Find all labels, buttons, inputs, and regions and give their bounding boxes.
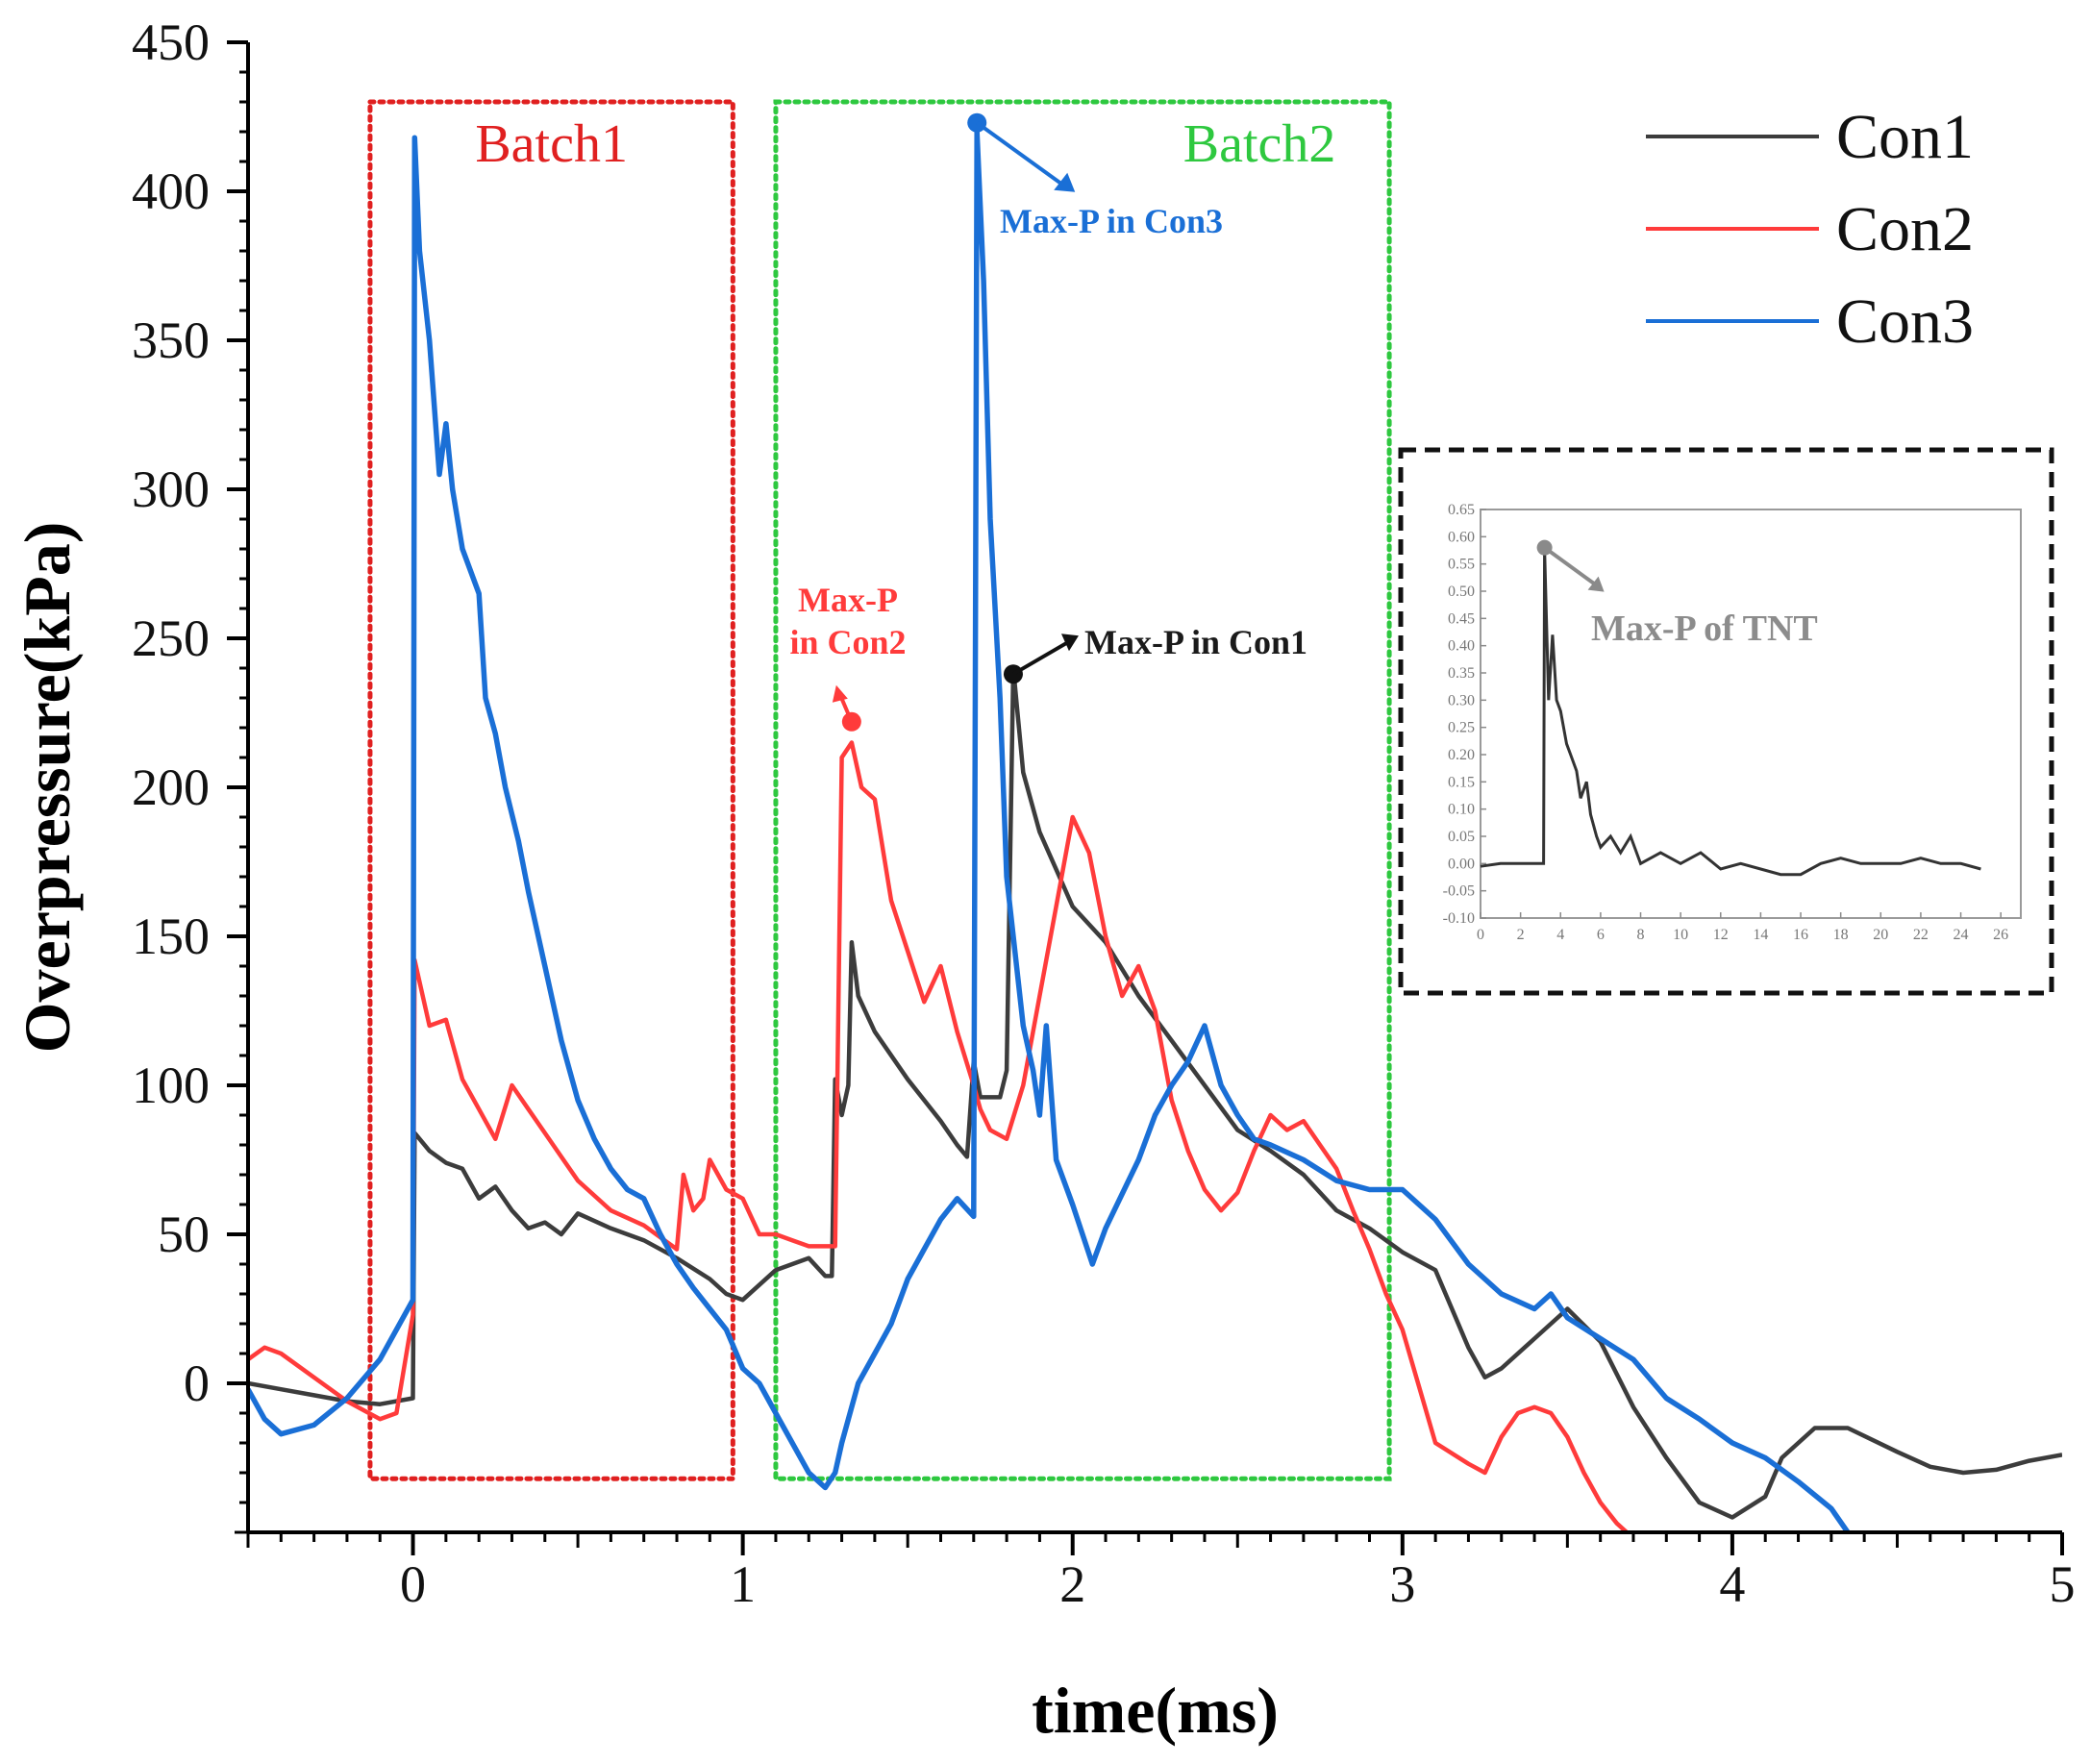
max-label-con3: Max-P in Con3 [1000, 202, 1223, 240]
inset-x-tick-label: 26 [1993, 927, 2008, 943]
inset-x-tick-label: 22 [1913, 927, 1929, 943]
y-tick-label: 150 [132, 907, 210, 965]
y-tick-label: 450 [132, 13, 210, 71]
inset-x-tick-label: 16 [1793, 927, 1808, 943]
series-line-con1 [248, 665, 2062, 1520]
inset-y-tick-label: 0.40 [1448, 638, 1475, 655]
inset-max-arrowhead [1587, 576, 1605, 592]
max-arrow-con3 [976, 121, 1065, 187]
axes: 0 1 2 3 4 5050100150200250300350400450time(ms… [11, 13, 2076, 1747]
inset-x-tick-label: 0 [1477, 927, 1484, 943]
inset-plot-frame [1480, 509, 2022, 919]
y-tick-label: 50 [158, 1205, 210, 1263]
x-tick-label: 3 [1389, 1555, 1415, 1613]
x-tick-label: 1 [730, 1555, 756, 1613]
inset-y-tick-label: 0.05 [1448, 829, 1475, 845]
y-axis-title: Overpressure(kPa) [11, 522, 84, 1054]
legend-label-con3: Con3 [1836, 286, 1974, 357]
series-line-con2 [248, 740, 1629, 1532]
batch-box-2 [773, 99, 1392, 1481]
max-label-con2-line1: Max-P [798, 581, 898, 619]
x-axis-title: time(ms) [1032, 1674, 1279, 1747]
inset-x-tick-label: 8 [1637, 927, 1645, 943]
inset-y-tick-label: 0.20 [1448, 747, 1475, 763]
series-line-con3 [248, 129, 1851, 1532]
inset-y-tick-label: 0.45 [1448, 610, 1475, 627]
inset-x-tick-label: 4 [1556, 927, 1564, 943]
inset-y-tick-label: 0.15 [1448, 774, 1475, 790]
inset-dashed-frame [1398, 447, 2054, 996]
inset-x-tick-label: 12 [1713, 927, 1729, 943]
batch-box-1 [367, 99, 735, 1481]
max-arrowhead-con2 [832, 684, 848, 703]
inset-y-tick-label: 0.65 [1448, 502, 1475, 518]
max-arrow-con1 [1011, 641, 1067, 676]
x-tick-label: 2 [1059, 1555, 1085, 1613]
y-tick-label: 350 [132, 311, 210, 369]
inset-max-arrow-line [1543, 546, 1599, 588]
y-tick-label: 400 [132, 162, 210, 220]
max-label-con1: Max-P in Con1 [1084, 623, 1307, 661]
tnt-inset: 0 2 4 6 8 10 12 14 16 18 20 22 24 26-0.10-0.050.000.0… [1398, 447, 2054, 996]
inset-x-tick-label: 20 [1873, 927, 1888, 943]
inset-y-tick-label: 0.25 [1448, 720, 1475, 736]
legend-label-con2: Con2 [1836, 194, 1974, 264]
batch-label-2: Batch2 [1183, 114, 1336, 174]
x-tick-label: 0 [400, 1555, 426, 1613]
y-tick-label: 200 [132, 758, 210, 816]
batch-label-1: Batch1 [475, 114, 628, 174]
inset-x-tick-label: 6 [1597, 927, 1605, 943]
inset-tnt-line [1480, 547, 1981, 877]
batch-boxes: Batch1 Batch2 [367, 99, 1392, 1481]
legend: Con1 Con2 Con3 [1646, 102, 1974, 357]
inset-x-tick-label: 14 [1753, 927, 1768, 943]
max-arrowhead-con3 [1054, 172, 1076, 192]
inset-y-tick-label: 0.60 [1448, 529, 1475, 545]
inset-x-tick-label: 18 [1833, 927, 1849, 943]
legend-label-con1: Con1 [1836, 102, 1974, 172]
max-arrowhead-con1 [1060, 634, 1079, 652]
y-tick-label: 100 [132, 1056, 210, 1114]
max-label-con2-line2: in Con2 [789, 623, 906, 661]
inset-y-tick-label: 0.30 [1448, 692, 1475, 708]
inset-x-tick-label: 2 [1517, 927, 1525, 943]
x-tick-label: 4 [1719, 1555, 1745, 1613]
series-lines [248, 129, 2062, 1532]
inset-y-tick-label: 0.00 [1448, 856, 1475, 872]
inset-y-tick-label: 0.35 [1448, 665, 1475, 682]
max-label-con2: Max-P in Con2 [789, 581, 906, 661]
inset-y-tick-label: -0.05 [1443, 883, 1475, 900]
inset-y-tick-label: -0.10 [1443, 910, 1475, 927]
inset-max-label: Max-P of TNT [1591, 609, 1818, 649]
y-tick-label: 0 [184, 1354, 210, 1412]
max-point-annotations: Max-P in Con3 Max-P in Con2 Max-P in Con1 [789, 112, 1307, 732]
y-tick-label: 300 [132, 460, 210, 518]
inset-y-tick-label: 0.10 [1448, 802, 1475, 818]
inset-x-tick-label: 24 [1954, 927, 1969, 943]
y-tick-label: 250 [132, 609, 210, 667]
inset-y-tick-label: 0.55 [1448, 557, 1475, 573]
inset-x-tick-label: 10 [1673, 927, 1688, 943]
x-tick-label: 5 [2050, 1555, 2076, 1613]
inset-y-tick-label: 0.50 [1448, 584, 1475, 600]
